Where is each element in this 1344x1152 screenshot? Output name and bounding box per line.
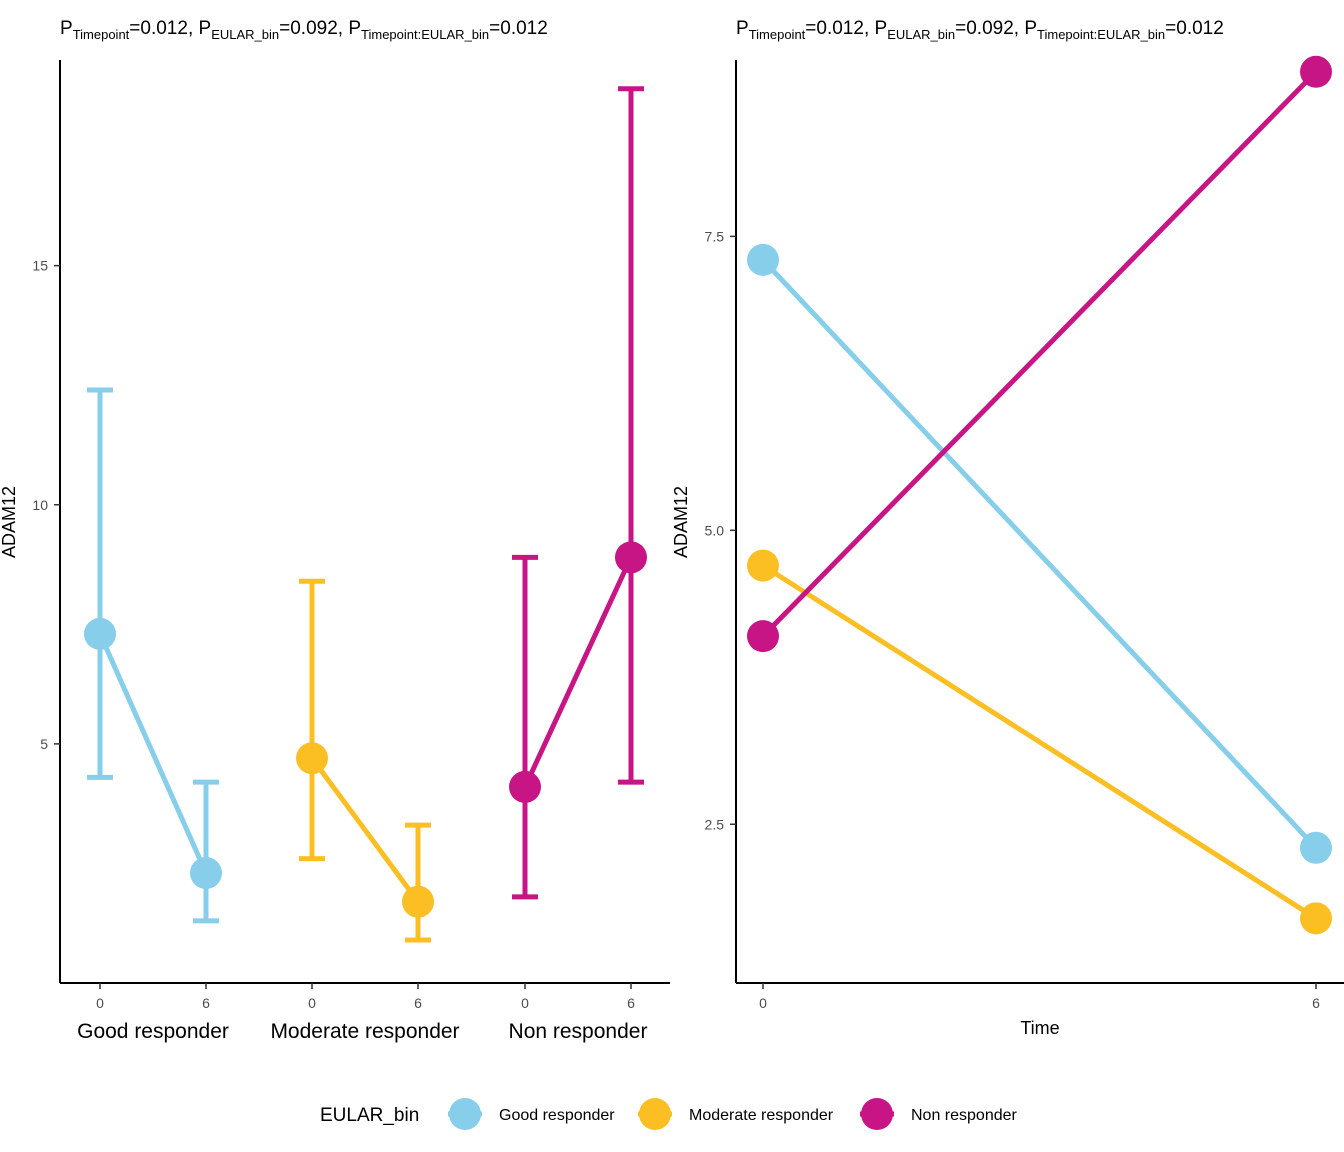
- legend-item-label: Moderate responder: [689, 1107, 834, 1124]
- data-point: [509, 770, 541, 803]
- left-x-tick-label: 6: [414, 995, 422, 1011]
- title-p-2: P: [348, 18, 361, 39]
- title-p-2: P: [1024, 18, 1037, 39]
- data-point: [747, 243, 779, 276]
- title-value-0: =0.012,: [805, 18, 874, 39]
- title-subscript-1: EULAR_bin: [887, 27, 955, 42]
- right-x-tick-label: 0: [759, 995, 767, 1011]
- title-subscript-2: Timepoint:EULAR_bin: [1037, 27, 1165, 42]
- title-p-1: P: [199, 18, 212, 39]
- data-point: [402, 885, 434, 918]
- left-x-tick-label: 0: [521, 995, 529, 1011]
- left-panel: PTimepoint=0.012, PEULAR_bin=0.092, PTim…: [0, 18, 670, 1043]
- title-subscript-0: Timepoint: [73, 27, 130, 42]
- series-line: [522, 556, 634, 788]
- left-group-label: Moderate responder: [270, 1020, 459, 1043]
- right-y-tick-label: 7.5: [705, 228, 725, 244]
- series-line: [309, 756, 421, 904]
- title-p-1: P: [875, 18, 888, 39]
- title-value-2: =0.012: [1165, 18, 1224, 39]
- legend-key-circle: [861, 1098, 893, 1130]
- right-panel-title: PTimepoint=0.012, PEULAR_bin=0.092, PTim…: [736, 18, 1224, 42]
- left-group-label: Non responder: [509, 1020, 648, 1043]
- legend-items: Good responder Moderate responder Non resp…: [448, 1098, 1018, 1130]
- right-x-axis-label: Time: [1020, 1018, 1059, 1038]
- legend-item-label: Good responder: [499, 1107, 615, 1124]
- left-y-tick-label: 15: [32, 258, 48, 274]
- data-point: [1300, 831, 1332, 864]
- right-x-tick-label: 6: [1312, 995, 1320, 1011]
- series-line: [761, 563, 1318, 921]
- series-line: [761, 70, 1318, 638]
- right-panel: PTimepoint=0.012, PEULAR_bin=0.092, PTim…: [671, 18, 1344, 1038]
- left-panel-title: PTimepoint=0.012, PEULAR_bin=0.092, PTim…: [60, 18, 548, 42]
- data-point: [747, 620, 779, 653]
- data-point: [190, 857, 222, 890]
- left-y-tick-label: 5: [40, 736, 48, 752]
- title-value-0: =0.012,: [129, 18, 198, 39]
- right-y-tick-label: 2.5: [705, 816, 725, 832]
- title-subscript-2: Timepoint:EULAR_bin: [361, 27, 489, 42]
- series-line: [761, 258, 1318, 850]
- data-point: [747, 549, 779, 582]
- legend-key-circle: [639, 1098, 671, 1130]
- legend-key-circle: [449, 1098, 481, 1130]
- title-value-1: =0.092,: [279, 18, 348, 39]
- left-x-tick-label: 6: [627, 995, 635, 1011]
- right-panel-axes: 2.5 5.0 7.5 0 6: [705, 60, 1344, 1011]
- right-y-axis-label: ADAM12: [671, 486, 691, 558]
- right-panel-marks: [747, 55, 1332, 935]
- legend-item-label: Non responder: [911, 1107, 1018, 1124]
- data-point: [296, 742, 328, 775]
- title-value-1: =0.092,: [955, 18, 1024, 39]
- left-panel-marks: [84, 86, 647, 943]
- left-y-tick-label: 10: [32, 497, 48, 513]
- title-p-0: P: [736, 18, 749, 39]
- title-subscript-0: Timepoint: [749, 27, 806, 42]
- left-x-tick-label: 6: [202, 995, 210, 1011]
- left-x-tick-label: 0: [96, 995, 104, 1011]
- series-line: [97, 632, 209, 875]
- title-value-2: =0.012: [489, 18, 548, 39]
- left-y-axis-label: ADAM12: [0, 486, 19, 558]
- data-point: [1300, 55, 1332, 88]
- title-p-0: P: [60, 18, 73, 39]
- data-point: [615, 541, 647, 574]
- legend: EULAR_bin Good responder Moderate respond…: [320, 1098, 1018, 1130]
- left-group-label: Good responder: [77, 1020, 229, 1043]
- left-x-tick-label: 0: [308, 995, 316, 1011]
- title-subscript-1: EULAR_bin: [211, 27, 279, 42]
- data-point: [1300, 902, 1332, 935]
- right-y-tick-label: 5.0: [705, 522, 725, 538]
- legend-title: EULAR_bin: [320, 1105, 419, 1126]
- left-panel-axes: 5 10 15 0 6 Good responder 0 6 Moderate responde…: [32, 60, 670, 1043]
- data-point: [84, 617, 116, 650]
